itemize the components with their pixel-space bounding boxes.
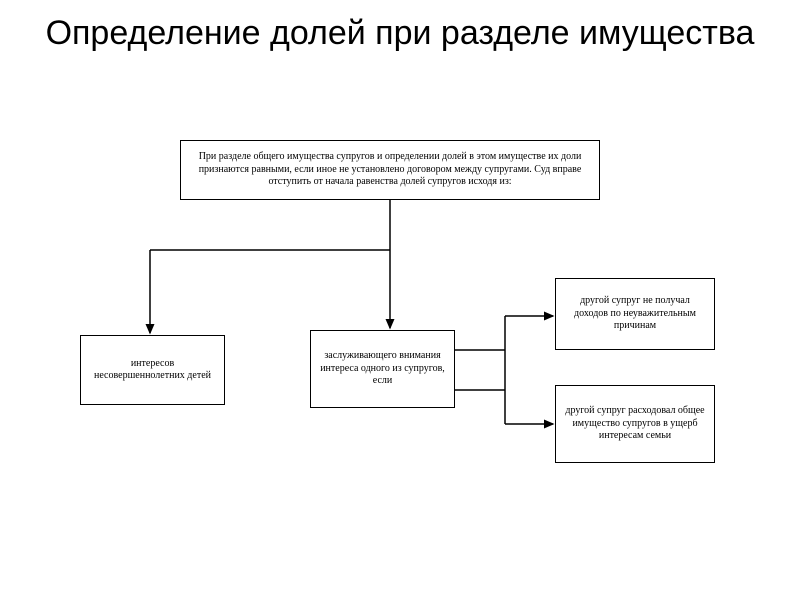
page-title: Определение долей при разделе имущества bbox=[0, 0, 800, 53]
node-left: интересов несовершеннолетних детей bbox=[80, 335, 225, 405]
node-center: заслуживающего внимания интереса одного … bbox=[310, 330, 455, 408]
node-right-bottom-text: другой супруг расходовал общее имущество… bbox=[564, 405, 706, 443]
node-right-bottom: другой супруг расходовал общее имущество… bbox=[555, 385, 715, 463]
node-center-text: заслуживающего внимания интереса одного … bbox=[319, 350, 446, 388]
node-left-text: интересов несовершеннолетних детей bbox=[89, 358, 216, 383]
node-top: При разделе общего имущества супругов и … bbox=[180, 140, 600, 200]
node-right-top: другой супруг не получал доходов по неув… bbox=[555, 278, 715, 350]
node-top-text: При разделе общего имущества супругов и … bbox=[189, 151, 591, 189]
node-right-top-text: другой супруг не получал доходов по неув… bbox=[564, 295, 706, 333]
